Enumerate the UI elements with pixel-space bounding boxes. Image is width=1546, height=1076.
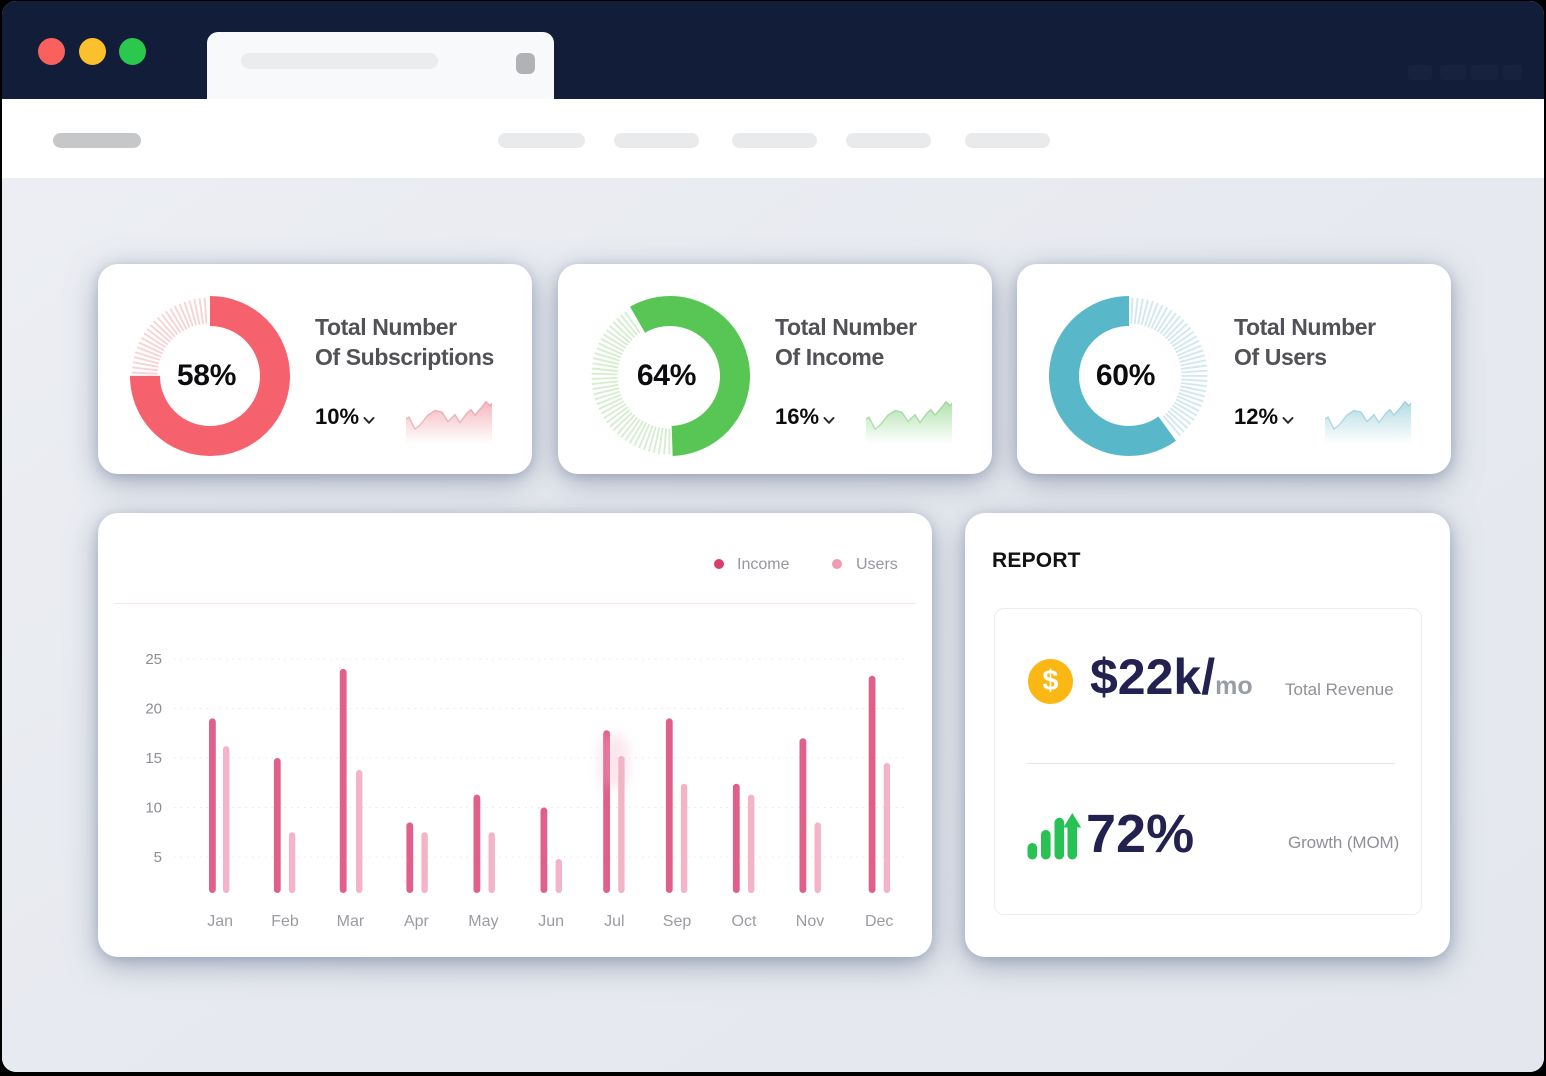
svg-text:May: May — [468, 913, 498, 930]
svg-text:5: 5 — [154, 849, 162, 866]
svg-text:Jan: Jan — [207, 913, 233, 930]
svg-text:Nov: Nov — [796, 913, 824, 930]
svg-text:25: 25 — [145, 651, 162, 668]
svg-text:Jul: Jul — [604, 913, 624, 930]
svg-text:10: 10 — [145, 800, 162, 817]
svg-text:Oct: Oct — [732, 913, 757, 930]
svg-text:Mar: Mar — [337, 913, 365, 930]
svg-text:Dec: Dec — [865, 913, 893, 930]
svg-text:20: 20 — [145, 701, 162, 718]
svg-text:Apr: Apr — [404, 913, 430, 930]
svg-text:Jun: Jun — [538, 913, 564, 930]
svg-text:15: 15 — [145, 750, 162, 767]
svg-text:Feb: Feb — [271, 913, 299, 930]
svg-text:Sep: Sep — [663, 913, 692, 930]
